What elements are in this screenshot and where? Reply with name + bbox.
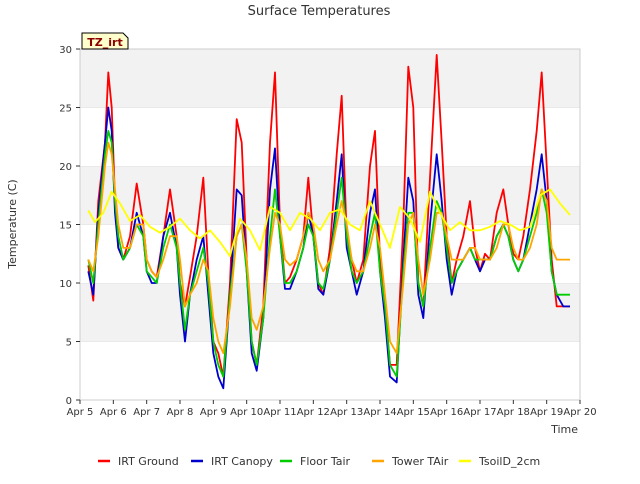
y-tick-label: 0 [66,396,72,407]
legend-label-irt-canopy: IRT Canopy [211,455,273,468]
y-tick-label: 15 [59,221,72,232]
x-tick-label: Apr 11 [263,407,296,418]
legend-label-tower-tair: Tower TAir [391,455,449,468]
x-tick-label: Apr 7 [133,407,160,418]
legend-label-floor-tair: Floor Tair [300,455,351,468]
y-axis-ticks: 0 5 10 15 20 25 30 [59,45,80,407]
x-tick-label: Apr 16 [430,407,463,418]
series-line-tower-tair [87,141,570,355]
x-tick-label: Apr 20 [563,407,596,418]
grid-band [80,341,580,400]
x-tick-label: Apr 10 [230,407,263,418]
grid-band [80,49,580,108]
legend-label-tsoild-2cm: TsoilD_2cm [478,455,540,468]
y-tick-label: 5 [66,338,72,349]
x-tick-label: Apr 18 [497,407,530,418]
y-tick-label: 30 [59,45,72,56]
x-tick-label: Apr 13 [330,407,363,418]
y-tick-label: 10 [59,279,72,290]
series-layer [87,54,571,390]
annotation-label: TZ_irt [87,36,122,49]
y-tick-label: 20 [59,162,72,173]
x-tick-label: Apr 17 [463,407,496,418]
x-tick-label: Apr 15 [397,407,430,418]
chart-title: Surface Temperatures [248,4,391,19]
x-axis-ticks: Apr 5 Apr 6 Apr 7 Apr 8 Apr 9 Apr 10 Apr 11 Apr… [67,400,597,418]
grid-band [80,107,580,166]
legend: IRT Ground IRT Canopy Floor Tair Tower TAir… [98,455,540,468]
annotation-box: TZ_irt [81,32,129,50]
series-line-tsoild-2cm [87,188,571,258]
annotation-badge-shape [81,32,129,50]
x-tick-label: Apr 12 [297,407,330,418]
y-tick-label: 25 [59,104,72,115]
x-tick-label: Apr 6 [100,407,127,418]
x-tick-label: Apr 5 [67,407,94,418]
x-tick-label: Apr 9 [200,407,227,418]
x-tick-label: Apr 14 [363,407,396,418]
x-axis-label: Time [550,423,578,436]
x-tick-label: Apr 8 [167,407,194,418]
legend-label-irt-ground: IRT Ground [118,455,179,468]
x-tick-label: Apr 19 [530,407,563,418]
grid-band [80,283,580,342]
y-axis-label: Temperature (C) [6,179,19,269]
